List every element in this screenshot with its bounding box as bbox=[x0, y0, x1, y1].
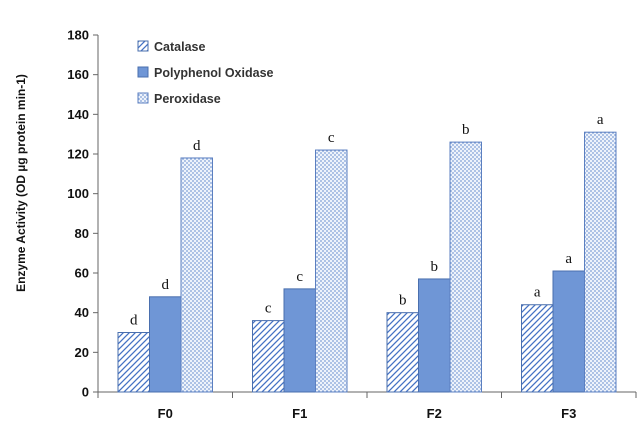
y-axis-label: Enzyme Activity (OD µg protein min-1) bbox=[14, 74, 28, 292]
significance-labels: d d d c c c b b b a a a bbox=[130, 112, 604, 328]
bar-peroxidase-f3 bbox=[584, 131, 617, 393]
bar-peroxidase-f1 bbox=[315, 149, 348, 393]
y-tick-label: 20 bbox=[75, 345, 89, 360]
significance-letter: d bbox=[162, 277, 170, 293]
significance-letter: c bbox=[328, 130, 335, 146]
y-tick-label: 160 bbox=[67, 67, 89, 82]
significance-letter: b bbox=[399, 293, 407, 309]
legend-label: Peroxidase bbox=[154, 92, 221, 106]
bar-polyphenol-oxidase-f0 bbox=[149, 296, 182, 393]
legend-swatch-polyphenol-oxidase bbox=[137, 66, 149, 78]
x-tick-label-f2: F2 bbox=[427, 406, 442, 421]
y-tick-label: 0 bbox=[82, 385, 89, 400]
bar-catalase-f1 bbox=[252, 320, 285, 393]
y-tick-label: 140 bbox=[67, 107, 89, 122]
y-tick-label: 80 bbox=[75, 226, 89, 241]
bar-polyphenol-oxidase-f3 bbox=[552, 270, 585, 393]
significance-letter: c bbox=[296, 269, 303, 285]
significance-letter: a bbox=[565, 251, 572, 267]
bar-catalase-f2 bbox=[386, 312, 419, 393]
bar-polyphenol-oxidase-f1 bbox=[283, 288, 316, 393]
y-tick-label: 100 bbox=[67, 186, 89, 201]
significance-letter: b bbox=[431, 259, 439, 275]
x-axis-ticks bbox=[97, 392, 637, 398]
legend: Catalase Polyphenol Oxidase Peroxidase bbox=[137, 40, 274, 106]
significance-letter: b bbox=[462, 122, 470, 138]
bar-peroxidase-f0 bbox=[180, 157, 213, 393]
y-axis: 0 20 40 60 80 100 120 140 160 180 bbox=[67, 28, 99, 400]
significance-letter: c bbox=[265, 301, 272, 317]
significance-letter: d bbox=[130, 313, 138, 329]
legend-swatch-catalase bbox=[137, 40, 149, 52]
legend-label: Polyphenol Oxidase bbox=[154, 66, 274, 80]
x-tick-label-f0: F0 bbox=[158, 406, 173, 421]
significance-letter: a bbox=[534, 285, 541, 301]
x-tick-label-f1: F1 bbox=[292, 406, 307, 421]
bars bbox=[117, 131, 617, 393]
significance-letter: d bbox=[193, 138, 201, 154]
bar-catalase-f3 bbox=[521, 304, 554, 393]
y-tick-label: 120 bbox=[67, 147, 89, 162]
y-tick-label: 40 bbox=[75, 305, 89, 320]
y-tick-label: 60 bbox=[75, 266, 89, 281]
legend-swatch-peroxidase bbox=[137, 92, 149, 104]
bar-peroxidase-f2 bbox=[449, 141, 482, 393]
y-tick-label: 180 bbox=[67, 28, 89, 43]
legend-label: Catalase bbox=[154, 40, 205, 54]
x-tick-label-f3: F3 bbox=[561, 406, 576, 421]
x-axis: F0 F1 F2 F3 bbox=[158, 406, 577, 421]
bar-polyphenol-oxidase-f2 bbox=[418, 278, 451, 393]
significance-letter: a bbox=[597, 112, 604, 128]
bar-catalase-f0 bbox=[117, 332, 150, 393]
